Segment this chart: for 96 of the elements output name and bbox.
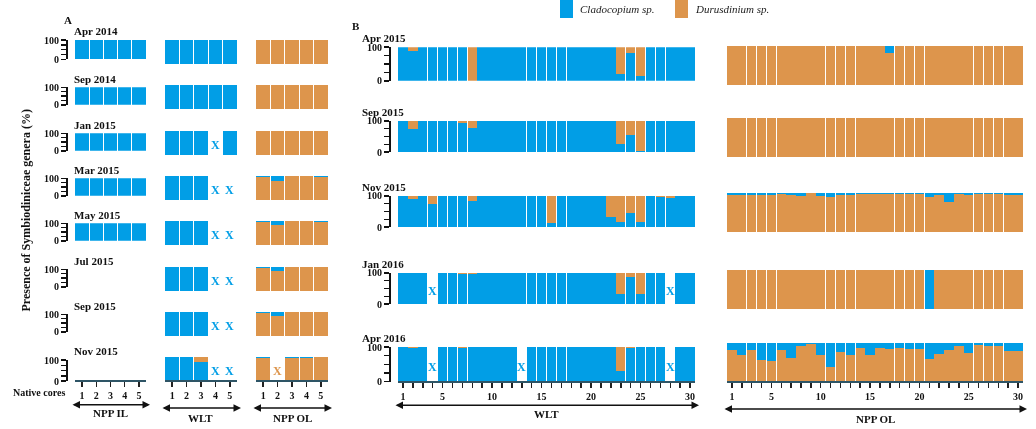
x-tick-label: 3	[289, 390, 295, 402]
annotation: X	[211, 273, 220, 288]
chart-title: Nov 2015	[362, 181, 407, 193]
y-tick-label: 0	[377, 75, 382, 87]
x-tick-label: 20	[586, 390, 597, 402]
x-axis-title: NPP IL	[93, 407, 129, 420]
legend-label: Cladocopium sp.	[580, 3, 655, 15]
x-tick-label: 30	[1013, 391, 1024, 402]
x-tick-label: 5	[227, 390, 233, 402]
annotation: X	[666, 360, 675, 374]
bar	[546, 195, 557, 223]
x-axis-title: WLT	[188, 412, 214, 425]
y-tick-label: 100	[44, 308, 59, 320]
x-tick-label: 5	[768, 391, 774, 402]
text: A	[64, 14, 72, 26]
y-tick-label: 100	[44, 263, 59, 275]
annotation: X	[273, 364, 282, 379]
y-tick-label: 0	[54, 375, 59, 387]
chart-title: Sep 2014	[74, 73, 117, 86]
x-axis-title: NPP OL	[273, 412, 313, 425]
x-tick-label: 20	[914, 391, 925, 402]
chart-title: May 2015	[74, 209, 121, 222]
y-tick-label: 0	[54, 326, 59, 338]
annotation: X	[225, 228, 234, 243]
y-tick-label: 100	[44, 34, 59, 46]
y-tick-label: 100	[44, 217, 59, 229]
x-tick-label: 1	[260, 390, 266, 402]
annotation: X	[225, 364, 234, 379]
y-tick-label: 0	[54, 53, 59, 65]
x-axis-title: WLT	[534, 408, 560, 420]
x-tick-label: 15	[865, 391, 876, 402]
chart-title: Nov 2015	[74, 345, 119, 358]
x-tick-label: 10	[487, 390, 498, 402]
bar	[408, 120, 418, 130]
chart-title: Mar 2015	[74, 163, 120, 176]
chart-title: Sep 2015	[74, 299, 117, 312]
y-tick-label: 100	[44, 172, 59, 184]
x-tick-label: 4	[122, 390, 128, 402]
x-tick-label: 5	[136, 390, 142, 402]
annotation: X	[517, 360, 526, 374]
y-tick-label: 0	[54, 235, 59, 247]
x-tick-label: 1	[79, 390, 85, 402]
x-tick-label: 1	[400, 390, 406, 402]
y-tick-label: 100	[367, 190, 382, 202]
y-tick-label: 0	[377, 376, 382, 388]
chart-title: Jul 2015	[74, 254, 114, 267]
x-tick-label: 5	[318, 390, 324, 402]
annotation: X	[211, 318, 220, 333]
annotation: X	[211, 364, 220, 379]
y-tick-label: 100	[44, 82, 59, 94]
x-tick-label: 2	[275, 390, 281, 402]
legend-label: Durusdinium sp.	[695, 3, 770, 15]
bar	[408, 195, 418, 199]
x-tick-label: 1	[169, 390, 175, 402]
x-tick-label: 4	[212, 390, 218, 402]
y-tick-label: 0	[54, 99, 59, 111]
y-tick-label: 100	[44, 354, 59, 366]
annotation: X	[211, 182, 220, 197]
x-tick-label: 2	[93, 390, 99, 402]
y-tick-label: 0	[377, 298, 382, 310]
x-tick-label: 30	[685, 390, 696, 402]
x-tick-label: 25	[635, 390, 646, 402]
chart-title: Jan 2016	[362, 258, 405, 270]
chart-title: Jan 2015	[74, 118, 117, 131]
x-tick-label: 3	[198, 390, 204, 402]
chart-title: Apr 2014	[74, 25, 118, 37]
x-tick-label: 15	[536, 390, 547, 402]
x-tick-label: 4	[303, 390, 309, 402]
annotation: X	[666, 284, 675, 298]
y-axis-title: Presence of Symbiodiniceae genera (%)	[18, 109, 33, 312]
bar	[427, 195, 438, 204]
x-tick-label: 2	[184, 390, 190, 402]
y-tick-label: 100	[44, 127, 59, 139]
x-tick-label: 25	[963, 391, 974, 402]
y-tick-label: 0	[54, 190, 59, 202]
text: B	[352, 20, 360, 32]
text: Native cores	[13, 387, 66, 399]
x-axis-title: NPP OL	[856, 413, 896, 425]
bar	[467, 47, 477, 81]
annotation: X	[428, 360, 437, 374]
annotation: X	[211, 228, 220, 243]
chart-title: Sep 2015	[362, 106, 405, 118]
x-tick-label: 10	[815, 391, 826, 402]
y-tick-label: 100	[367, 267, 382, 279]
annotation: X	[225, 273, 234, 288]
annotation: X	[225, 182, 234, 197]
x-tick-label: 3	[108, 390, 113, 402]
y-tick-label: 0	[377, 146, 382, 158]
x-tick-label: 5	[440, 390, 446, 402]
annotation: X	[225, 318, 234, 333]
y-tick-label: 0	[54, 144, 59, 156]
x-tick-label: 1	[729, 391, 735, 402]
y-tick-label: 0	[377, 221, 382, 233]
y-tick-label: 0	[54, 280, 59, 292]
annotation: X	[211, 137, 220, 152]
annotation: X	[428, 284, 437, 298]
